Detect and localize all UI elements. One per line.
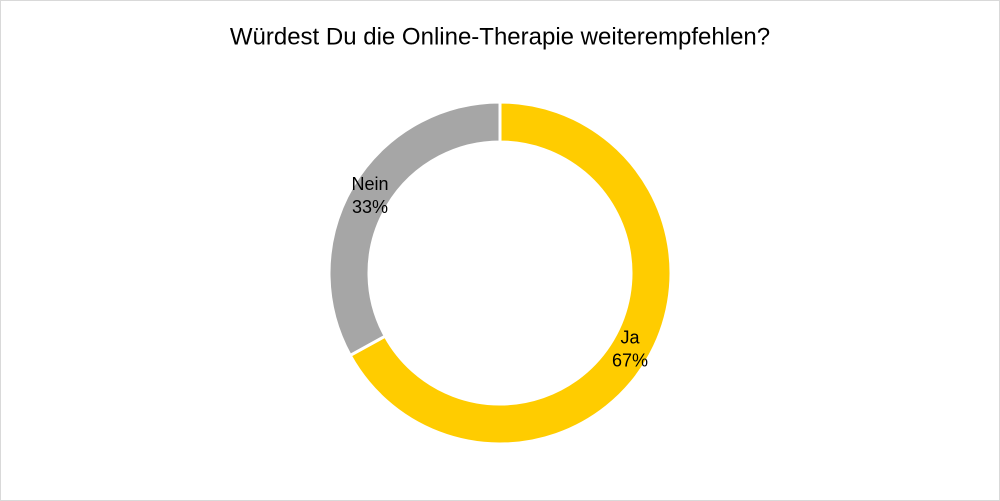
donut-segment: [348, 100, 673, 446]
segment-category-label: Nein: [352, 174, 389, 194]
chart-title: Würdest Du die Online-Therapie weiteremp…: [230, 23, 770, 50]
segment-value-label: 67%: [612, 351, 648, 371]
donut-segment: [327, 100, 502, 358]
segment-value-label: 33%: [352, 197, 388, 217]
segment-category-label: Ja: [620, 328, 640, 348]
